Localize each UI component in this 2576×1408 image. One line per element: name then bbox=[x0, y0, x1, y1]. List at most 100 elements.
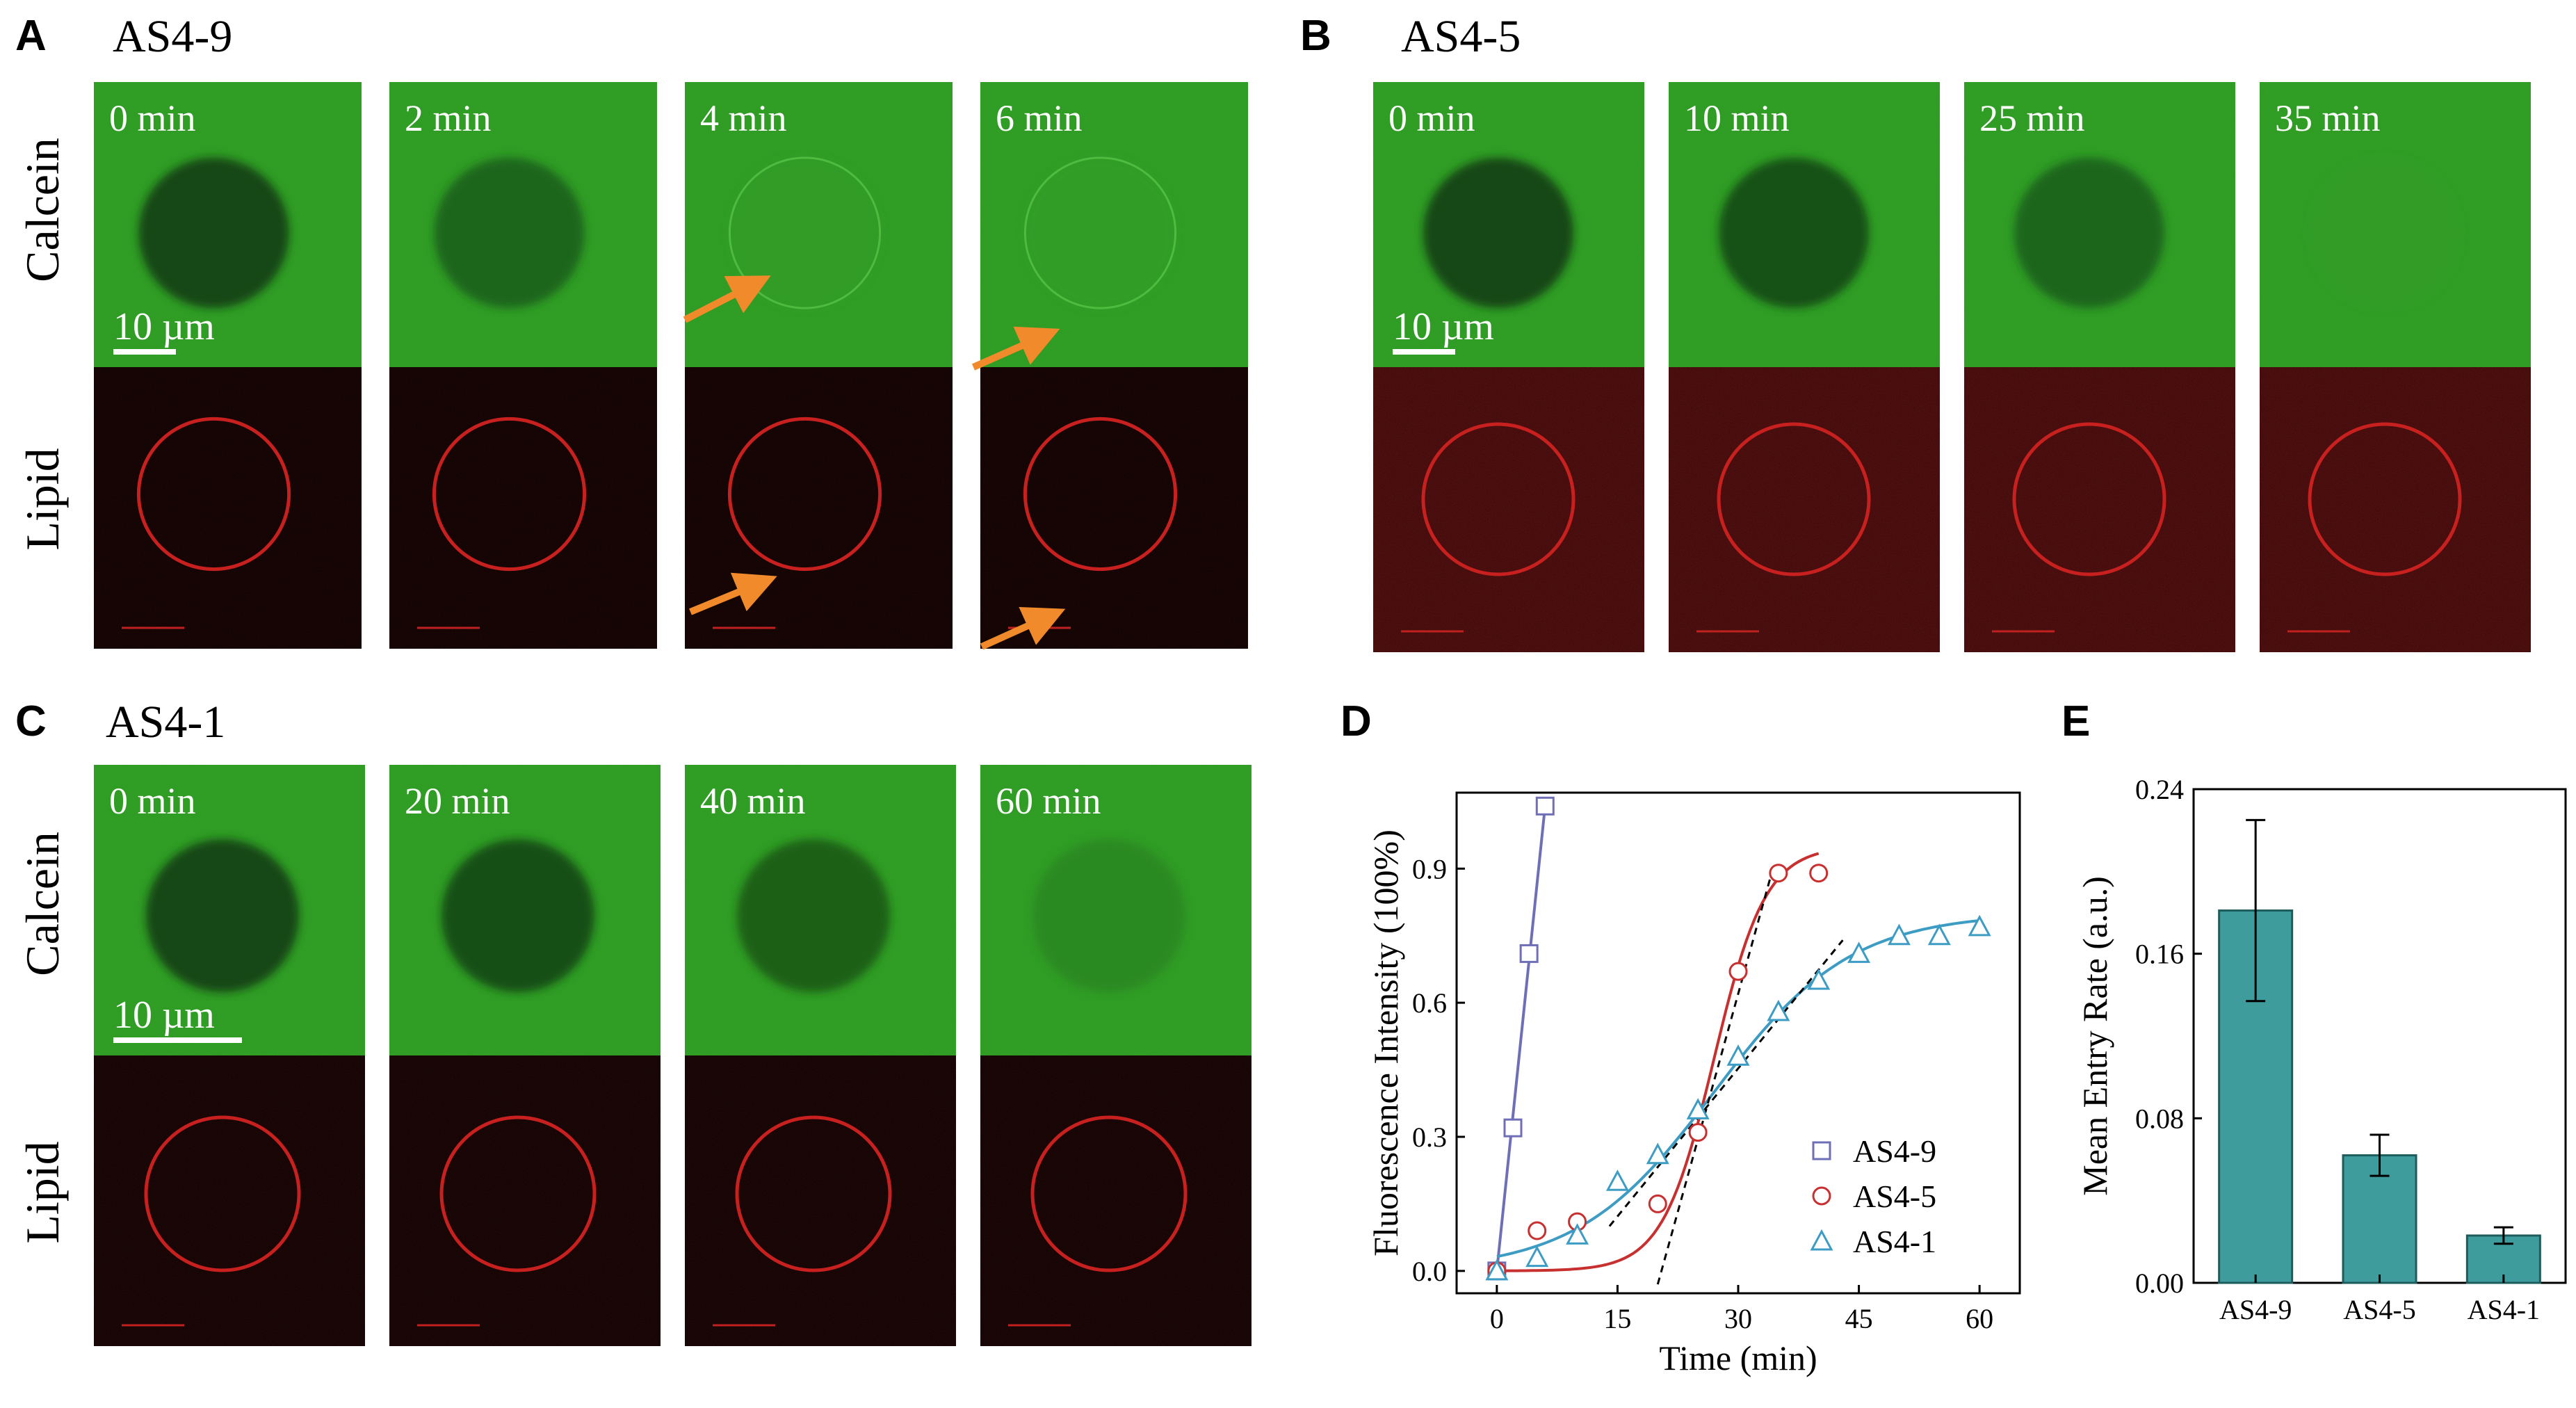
y-tick-label: 0.9 bbox=[1412, 853, 1447, 884]
arrow-icon bbox=[689, 572, 777, 615]
legend-label: AS4-1 bbox=[1853, 1224, 1936, 1259]
data-point bbox=[1927, 923, 1951, 946]
timepoint-label: 4 min bbox=[700, 97, 787, 139]
data-point bbox=[1485, 1259, 1509, 1281]
vesicle-calcein bbox=[2014, 158, 2164, 308]
row-label-lipid-a: Lipid bbox=[16, 448, 69, 550]
y-axis-label: Fluorescence Intensity (100%) bbox=[1366, 830, 1405, 1256]
vesicle-calcein bbox=[434, 157, 585, 309]
x-tick-label: AS4-5 bbox=[2343, 1294, 2415, 1325]
data-point bbox=[1503, 1118, 1523, 1138]
x-tick-label: 15 bbox=[1603, 1303, 1631, 1334]
vesicle-membrane bbox=[1023, 416, 1178, 572]
panel-label-c: C bbox=[15, 697, 47, 745]
panel-title-b: AS4-5 bbox=[1401, 11, 1521, 62]
data-point bbox=[1525, 1245, 1549, 1268]
vesicle-calcein bbox=[1032, 839, 1185, 992]
data-point bbox=[1726, 1044, 1750, 1066]
scale-bar-label: 10 µm bbox=[113, 994, 215, 1037]
timepoint-label: 60 min bbox=[996, 780, 1101, 822]
panel-title-a: AS4-9 bbox=[113, 11, 232, 62]
data-point bbox=[1769, 864, 1788, 883]
y-tick-label: 0.3 bbox=[1412, 1122, 1447, 1153]
panel-c-micrographs: 0 min 20 min 40 min 60 min 10 µm bbox=[94, 765, 1251, 1346]
x-tick-label: 60 bbox=[1966, 1303, 1993, 1334]
x-tick-label: AS4-1 bbox=[2468, 1294, 2540, 1325]
data-point bbox=[1847, 941, 1871, 963]
legend-marker bbox=[1810, 1229, 1833, 1251]
data-point bbox=[1809, 864, 1829, 883]
panel-label-a: A bbox=[15, 12, 47, 60]
vesicle-membrane bbox=[1030, 1115, 1188, 1272]
legend-label: AS4-5 bbox=[1853, 1179, 1936, 1214]
panel-b-micrographs: 0 min 10 min 25 min 35 min 10 µm bbox=[1373, 82, 2531, 652]
tangent-line bbox=[1608, 939, 1844, 1227]
vesicle-membrane bbox=[735, 1115, 892, 1272]
timepoint-label: 25 min bbox=[1979, 97, 2085, 139]
vesicle-membrane bbox=[144, 1115, 301, 1272]
data-point bbox=[1686, 1098, 1710, 1119]
x-tick-label: 0 bbox=[1490, 1303, 1504, 1334]
vesicle-membrane bbox=[727, 416, 882, 572]
panel-label-b: B bbox=[1300, 12, 1331, 60]
y-tick-label: 0.6 bbox=[1412, 987, 1447, 1019]
row-label-calcein-c: Calcein bbox=[16, 832, 69, 976]
data-point bbox=[1887, 923, 1911, 946]
x-tick-label: AS4-9 bbox=[2219, 1294, 2292, 1325]
data-point bbox=[1519, 944, 1539, 963]
vesicle-membrane bbox=[432, 416, 587, 572]
x-tick-label: 30 bbox=[1724, 1303, 1752, 1334]
y-tick-label: 0.24 bbox=[2135, 774, 2184, 805]
legend-marker bbox=[1812, 1141, 1831, 1160]
vesicle-membrane bbox=[1421, 422, 1575, 576]
timepoint-label: 10 min bbox=[1684, 97, 1790, 139]
vesicle-calcein bbox=[1719, 158, 1869, 308]
timepoint-label: 40 min bbox=[700, 780, 806, 822]
row-label-calcein-a: Calcein bbox=[16, 138, 69, 282]
data-point bbox=[1968, 914, 1991, 937]
chart-e-entry-rate: 0.00 0.08 0.16 0.24 Mean Entry Rate (a.u.) AS… bbox=[2075, 774, 2567, 1325]
y-axis-label: Mean Entry Rate (a.u.) bbox=[2075, 876, 2114, 1196]
chart-d-fluorescence: 0 15 30 45 60 0.0 0.3 0.6 0.9 Time (min) Fluoresce… bbox=[1366, 791, 2021, 1377]
timepoint-label: 2 min bbox=[405, 97, 492, 139]
panel-label-d: D bbox=[1340, 697, 1372, 745]
timepoint-label: 0 min bbox=[1388, 97, 1475, 139]
panel-a-micrographs: 0 min 2 min 4 min 6 min 10 µm bbox=[94, 82, 1248, 650]
timepoint-label: 20 min bbox=[405, 780, 510, 822]
data-point bbox=[1535, 796, 1555, 816]
vesicle-calcein bbox=[737, 839, 890, 992]
vesicle-membrane bbox=[136, 416, 291, 572]
data-point bbox=[1807, 968, 1831, 990]
data-point bbox=[1646, 1142, 1669, 1165]
scale-bar-label: 10 µm bbox=[1393, 305, 1494, 348]
x-tick-label: 45 bbox=[1845, 1303, 1873, 1334]
legend-label: AS4-9 bbox=[1853, 1133, 1936, 1169]
panel-label-e: E bbox=[2061, 697, 2090, 745]
vesicle-membrane bbox=[2308, 422, 2462, 576]
vesicle-membrane bbox=[2012, 422, 2166, 576]
fit-line-as4-9 bbox=[1495, 806, 1547, 1272]
data-point bbox=[1728, 962, 1748, 981]
vesicle-calcein bbox=[146, 839, 299, 992]
vesicle-calcein bbox=[1025, 157, 1176, 309]
vesicle-calcein bbox=[138, 157, 289, 309]
arrow-icon bbox=[980, 607, 1066, 650]
row-label-lipid-c: Lipid bbox=[16, 1141, 69, 1243]
vesicle-calcein bbox=[2310, 158, 2460, 308]
y-tick-label: 0.16 bbox=[2135, 939, 2184, 970]
vesicle-calcein bbox=[442, 839, 594, 992]
y-tick-label: 0.08 bbox=[2135, 1103, 2184, 1134]
vesicle-membrane bbox=[439, 1115, 597, 1272]
data-point bbox=[1605, 1170, 1629, 1191]
arrow-icon bbox=[971, 326, 1060, 371]
tangent-line bbox=[1656, 877, 1772, 1285]
data-point bbox=[1688, 1123, 1708, 1142]
plot-frame bbox=[1455, 791, 2021, 1295]
y-tick-label: 0.0 bbox=[1412, 1256, 1447, 1287]
data-point bbox=[1767, 999, 1790, 1021]
data-point bbox=[1528, 1221, 1547, 1240]
timepoint-label: 0 min bbox=[109, 97, 196, 139]
arrow-icon bbox=[683, 275, 771, 323]
vesicle-membrane bbox=[1717, 422, 1871, 576]
